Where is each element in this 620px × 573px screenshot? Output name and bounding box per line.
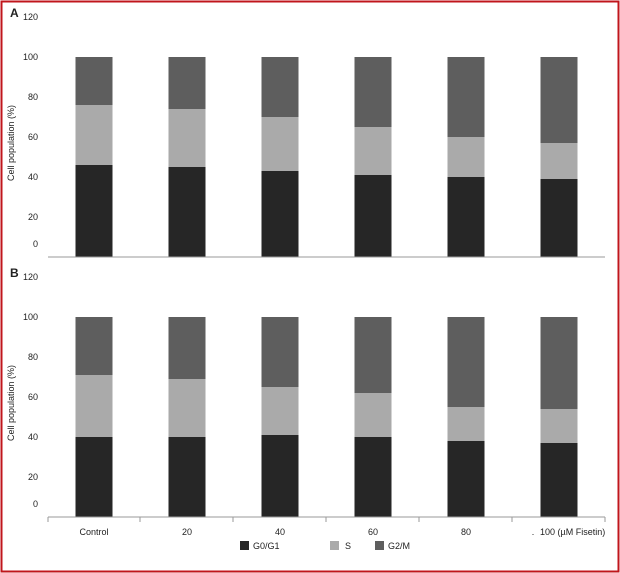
legend-label-g0g1: G0/G1 — [253, 541, 280, 551]
panel-a-label: A — [10, 6, 19, 20]
panel-b-bars — [75, 317, 578, 517]
panel-a-bar-g2m-2 — [261, 57, 299, 117]
panel-b-y-tick-label: 20 — [28, 472, 38, 482]
panel-a-bar-s-4 — [447, 137, 485, 177]
panel-a-bar-s-1 — [168, 109, 206, 167]
panel-a-y-tick-label: 100 — [23, 52, 38, 62]
panel-a-bar-g0g1-2 — [261, 171, 299, 257]
panel-b-bar-g2m-1 — [168, 317, 206, 379]
legend-label-s: S — [345, 541, 351, 551]
legend-swatch-g0g1 — [240, 541, 249, 550]
panel-b-y-tick-label: 60 — [28, 392, 38, 402]
panel-b-y-tick-label: 0 — [33, 499, 38, 509]
panel-b-bar-g0g1-2 — [261, 435, 299, 517]
panel-b-bar-g2m-3 — [354, 317, 392, 393]
panel-a-bar-s-2 — [261, 117, 299, 171]
x-tick-label-3: 60 — [368, 527, 378, 537]
panel-a-bar-g0g1-0 — [75, 165, 113, 257]
panel-a-bar-g0g1-1 — [168, 167, 206, 257]
panel-b-bar-s-1 — [168, 379, 206, 437]
panel-a-y-tick-label: 120 — [23, 12, 38, 22]
panel-b-bar-s-0 — [75, 375, 113, 437]
x-tick-marks — [47, 517, 606, 522]
panel-b-bar-s-3 — [354, 393, 392, 437]
panel-a-y-tick-label: 0 — [33, 239, 38, 249]
panel-a-bar-s-3 — [354, 127, 392, 175]
panel-b-bar-g2m-4 — [447, 317, 485, 407]
panel-b-bar-g2m-5 — [540, 317, 578, 409]
panel-b-bar-g0g1-0 — [75, 437, 113, 517]
x-tick-label-1: 20 — [182, 527, 192, 537]
panel-a-bar-s-5 — [540, 143, 578, 179]
panel-b-y-tick-label: 80 — [28, 352, 38, 362]
panel-b-bar-g2m-2 — [261, 317, 299, 387]
panel-a-bars — [75, 57, 578, 257]
panel-a-bar-g0g1-4 — [447, 177, 485, 257]
x-tick-label-0: Control — [79, 527, 108, 537]
legend-swatch-s — [330, 541, 339, 550]
panel-a-bar-g2m-1 — [168, 57, 206, 109]
panel-a-bar-g0g1-3 — [354, 175, 392, 257]
panel-a-y-axis-label: Cell population (%) — [6, 105, 16, 181]
panel-b-bar-g0g1-5 — [540, 443, 578, 517]
panel-b: B Cell population (%) 0 20 40 60 80 100 120 — [6, 266, 605, 518]
panel-b-bar-g0g1-4 — [447, 441, 485, 517]
x-tick-label-4: 80 — [461, 527, 471, 537]
panel-b-bar-g2m-0 — [75, 317, 113, 375]
panel-b-bar-s-2 — [261, 387, 299, 435]
panel-a-y-tick-label: 80 — [28, 92, 38, 102]
legend-label-g2m: G2/M — [388, 541, 410, 551]
legend: G0/G1 S G2/M — [240, 541, 410, 551]
panel-b-label: B — [10, 266, 19, 280]
panel-b-y-tick-label: 120 — [23, 272, 38, 282]
panel-a-bar-s-0 — [75, 105, 113, 165]
panel-a-bar-g2m-0 — [75, 57, 113, 105]
panel-b-y-tick-label: 100 — [23, 312, 38, 322]
x-tick-label-5: 100 (µM Fisetin) — [540, 527, 605, 537]
panel-b-y-tick-label: 40 — [28, 432, 38, 442]
x-tick-label-2: 40 — [275, 527, 285, 537]
panel-a-y-tick-label: 40 — [28, 172, 38, 182]
panel-a-bar-g2m-4 — [447, 57, 485, 137]
panel-a-y-tick-label: 60 — [28, 132, 38, 142]
panel-b-bar-g0g1-3 — [354, 437, 392, 517]
panel-b-bar-s-5 — [540, 409, 578, 443]
panel-a-y-tick-label: 20 — [28, 212, 38, 222]
panel-a-bar-g2m-5 — [540, 57, 578, 143]
panel-b-y-ticks: 0 20 40 60 80 100 120 — [23, 272, 38, 509]
x-tick-label-leading-mark: . — [532, 527, 535, 537]
panel-b-y-axis-label: Cell population (%) — [6, 365, 16, 441]
panel-a-bar-g0g1-5 — [540, 179, 578, 257]
panel-a-bar-g2m-3 — [354, 57, 392, 127]
legend-swatch-g2m — [375, 541, 384, 550]
panel-a-y-ticks: 0 20 40 60 80 100 120 — [23, 12, 38, 249]
panel-b-bar-g0g1-1 — [168, 437, 206, 517]
panel-b-bar-s-4 — [447, 407, 485, 441]
panel-a: A Cell population (%) 0 20 40 60 80 100 120 — [6, 6, 605, 258]
